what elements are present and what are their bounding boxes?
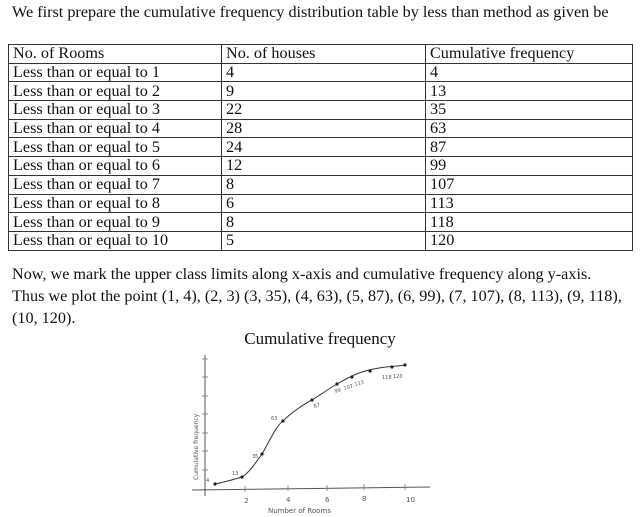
table-row: Less than or equal to 10 5 120 — [8, 230, 633, 251]
explanation-line-1: Now, we mark the upper class limits alon… — [12, 265, 592, 283]
point-label: 107 — [343, 384, 354, 392]
x-tick-label: 8 — [362, 495, 366, 503]
cell-houses: 12 — [221, 156, 426, 176]
explanation-line-2: Thus we plot the point (1, 4), (2, 3) (3… — [12, 287, 622, 327]
point-label: 120 — [393, 374, 403, 380]
cell-houses: 22 — [221, 100, 426, 120]
x-tick-label: 2 — [244, 497, 248, 505]
cell-cumulative: 118 — [425, 212, 633, 232]
cell-cumulative: 4 — [425, 62, 633, 83]
cell-cumulative: 120 — [425, 230, 633, 251]
header-rooms: No. of Rooms — [8, 44, 222, 64]
header-houses: No. of houses — [221, 44, 426, 64]
table-row: Less than or equal to 4 28 63 — [8, 118, 633, 139]
point-label: 63 — [271, 416, 277, 422]
chart-title: Cumulative frequency — [244, 329, 396, 348]
header-cumulative: Cumulative frequency — [425, 44, 633, 64]
x-tick-label: 10 — [406, 496, 415, 504]
table-row: Less than or equal to 7 8 107 — [8, 174, 633, 195]
cell-rooms: Less than or equal to 7 — [8, 174, 222, 195]
table-header-row: No. of Rooms No. of houses Cumulative fr… — [8, 44, 633, 64]
table-row: Less than or equal to 3 22 35 — [8, 100, 633, 120]
point-label: 113 — [354, 380, 365, 388]
cell-rooms: Less than or equal to 10 — [8, 230, 222, 251]
point-label: 118 — [382, 375, 392, 381]
cell-houses: 24 — [221, 137, 426, 158]
point-label: 35 — [252, 454, 258, 460]
x-axis — [191, 486, 431, 491]
cell-rooms: Less than or equal to 6 — [8, 156, 222, 176]
data-points — [213, 363, 407, 486]
ogive-curve — [214, 364, 406, 485]
cell-rooms: Less than or equal to 2 — [8, 81, 222, 102]
explanation-paragraph: Now, we mark the upper class limits alon… — [12, 263, 636, 329]
cell-houses: 28 — [221, 118, 426, 139]
table-row: Less than or equal to 9 8 118 — [8, 212, 633, 232]
cell-houses: 5 — [221, 230, 426, 251]
x-axis-label: Number of Rooms — [268, 507, 331, 515]
x-ticks — [244, 484, 406, 492]
point-label: 99 — [334, 387, 342, 394]
cell-cumulative: 99 — [425, 156, 633, 176]
cell-rooms: Less than or equal to 8 — [8, 193, 222, 214]
cell-rooms: Less than or equal to 9 — [8, 212, 222, 232]
ogive-graph: 2 4 6 8 10 4 13 35 63 87 99 107 113 118 … — [191, 355, 431, 515]
y-ticks — [202, 358, 208, 471]
y-axis-label: Cumulative frequency — [193, 413, 200, 480]
cell-cumulative: 87 — [425, 137, 633, 158]
cell-houses: 6 — [221, 193, 426, 214]
cell-cumulative: 63 — [425, 118, 633, 139]
point-label: 13 — [232, 471, 238, 477]
x-tick-label: 6 — [325, 496, 330, 504]
cell-rooms: Less than or equal to 5 — [8, 137, 222, 158]
cell-houses: 9 — [221, 81, 426, 102]
cell-rooms: Less than or equal to 1 — [8, 62, 222, 83]
point-label: 4 — [206, 478, 209, 484]
intro-paragraph: We first prepare the cumulative frequenc… — [12, 3, 609, 21]
point-label: 87 — [313, 402, 321, 409]
cell-cumulative: 107 — [425, 174, 633, 195]
cell-houses: 8 — [221, 174, 426, 195]
cell-cumulative: 13 — [425, 81, 633, 102]
table-row: Less than or equal to 2 9 13 — [8, 81, 633, 102]
cell-houses: 8 — [221, 212, 426, 232]
cell-rooms: Less than or equal to 4 — [8, 118, 222, 139]
table-row: Less than or equal to 8 6 113 — [8, 193, 633, 214]
table-row: Less than or equal to 6 12 99 — [8, 156, 633, 176]
cell-rooms: Less than or equal to 3 — [8, 100, 222, 120]
cumulative-frequency-table: No. of Rooms No. of houses Cumulative fr… — [8, 44, 633, 251]
x-tick-label: 4 — [286, 496, 291, 504]
cell-cumulative: 113 — [425, 193, 633, 214]
cell-houses: 4 — [221, 62, 426, 83]
cell-cumulative: 35 — [425, 100, 633, 120]
table-row: Less than or equal to 5 24 87 — [8, 137, 633, 158]
